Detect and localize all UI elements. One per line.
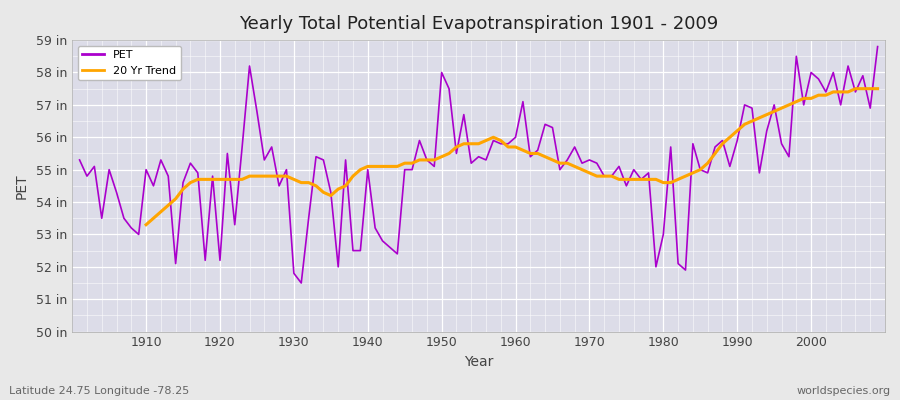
Y-axis label: PET: PET xyxy=(15,173,29,199)
Text: worldspecies.org: worldspecies.org xyxy=(796,386,891,396)
Text: Latitude 24.75 Longitude -78.25: Latitude 24.75 Longitude -78.25 xyxy=(9,386,189,396)
X-axis label: Year: Year xyxy=(464,355,493,369)
Legend: PET, 20 Yr Trend: PET, 20 Yr Trend xyxy=(77,46,181,80)
Title: Yearly Total Potential Evapotranspiration 1901 - 2009: Yearly Total Potential Evapotranspiratio… xyxy=(239,15,718,33)
